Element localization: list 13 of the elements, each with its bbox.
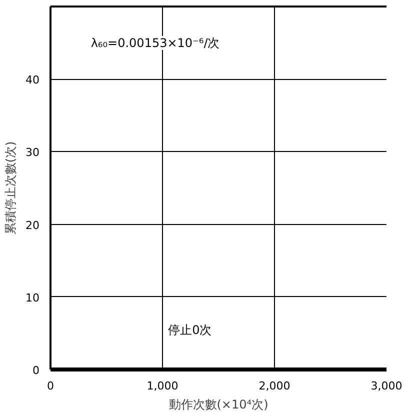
x-tick-label: 2,000 <box>258 380 290 392</box>
x-tick-label: 1,000 <box>146 380 178 392</box>
annotation: 停止0次 <box>168 322 212 337</box>
y-axis-title: 累積停止次數(次) <box>4 141 18 235</box>
y-tick-label: 20 <box>26 218 40 232</box>
y-tick-label: 10 <box>26 291 40 304</box>
x-axis-title: 動作次數(×10⁴次) <box>168 398 268 412</box>
y-tick-label: 30 <box>26 146 40 160</box>
y-tick-label: 0 <box>32 364 40 377</box>
x-tick-label: 0 <box>47 380 54 392</box>
x-tick-label: 3,000 <box>370 380 402 392</box>
y-tick-label: 40 <box>26 74 40 87</box>
annotation: λ₆₀=0.00153×10⁻⁶/次 <box>90 36 220 50</box>
